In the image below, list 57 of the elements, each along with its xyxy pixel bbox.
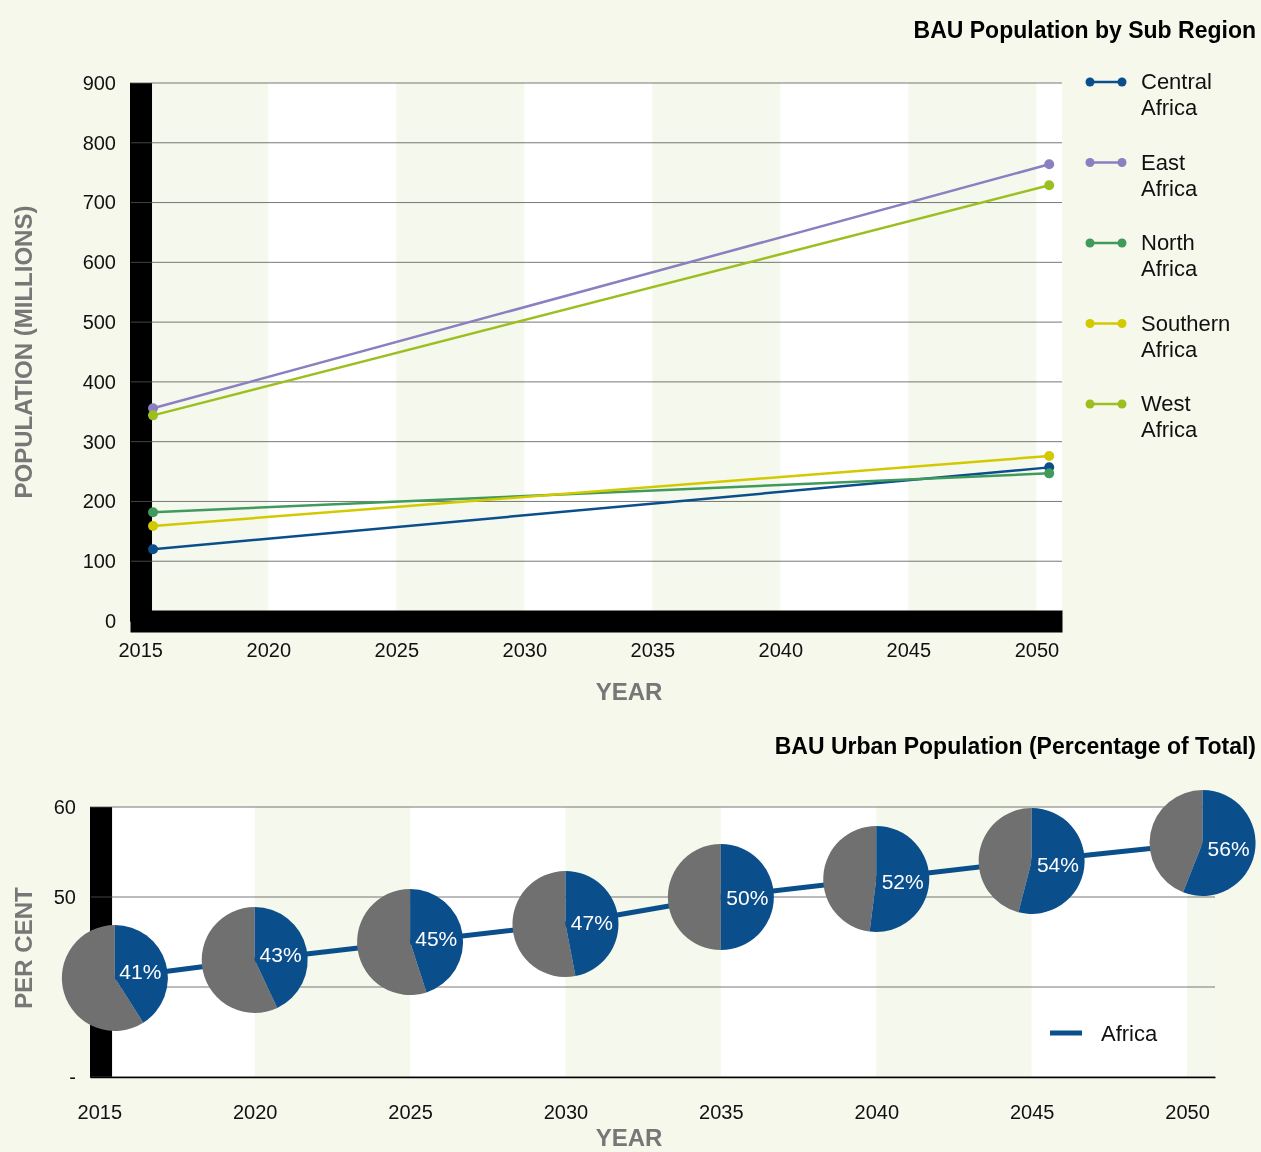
y-tick-label: 900 — [82, 71, 116, 94]
x-tick-label: 2035 — [630, 639, 676, 662]
data-label: 45% — [415, 926, 458, 950]
x-tick-label: 2050 — [1014, 639, 1060, 662]
point — [148, 544, 159, 555]
x-tick-label: 2040 — [758, 639, 804, 662]
x-tick-label: 2015 — [118, 639, 163, 662]
legend-label: Central Africa — [1141, 69, 1212, 120]
point — [148, 410, 159, 421]
point — [148, 507, 159, 518]
legend-label: North Africa — [1141, 230, 1198, 281]
point — [148, 520, 159, 531]
y-axis-title: POPULATION (MILLIONS) — [10, 205, 37, 499]
x-tick-label: 2045 — [1009, 1101, 1055, 1124]
y-tick-label: 0 — [104, 609, 116, 632]
point — [1044, 180, 1055, 191]
x-tick-label: 2045 — [886, 639, 932, 662]
y-tick-label: 200 — [82, 490, 116, 513]
x-tick-label: 2050 — [1165, 1101, 1210, 1124]
data-label: 52% — [881, 869, 924, 893]
y-tick-label: 800 — [82, 131, 116, 154]
y-axis-title: PER CENT — [10, 886, 37, 1009]
data-label: 50% — [726, 886, 769, 909]
point — [1044, 451, 1055, 462]
x-tick-label: 2035 — [699, 1101, 744, 1124]
data-label: 47% — [570, 910, 613, 934]
y-tick-label: 500 — [82, 311, 116, 334]
data-label: 56% — [1207, 836, 1250, 860]
data-label: 54% — [1036, 853, 1079, 877]
point — [1044, 159, 1055, 170]
y-tick-label: 400 — [82, 370, 116, 393]
x-tick-label: 2025 — [388, 1101, 433, 1124]
x-tick-label: 2015 — [77, 1101, 123, 1124]
chart-title: BAU Urban Population (Percentage of Total) — [774, 733, 1256, 759]
chart-title: BAU Population by Sub Region — [913, 17, 1256, 43]
legend-label: East Africa — [1141, 149, 1198, 201]
y-tick-label: 600 — [82, 251, 116, 274]
x-axis-title: YEAR — [595, 678, 663, 705]
x-tick-label: 2020 — [246, 639, 292, 662]
x-tick-label: 2030 — [543, 1101, 589, 1124]
x-tick-label: 2030 — [502, 639, 548, 662]
y-tick-label: 100 — [82, 550, 116, 573]
legend-label: Africa — [1101, 1021, 1158, 1046]
x-tick-label: 2025 — [374, 639, 420, 662]
x-tick-label: 2020 — [232, 1101, 278, 1124]
y-tick-label: 50 — [53, 885, 76, 908]
legend-label: West Africa — [1141, 391, 1198, 442]
x-tick-label: 2040 — [854, 1101, 900, 1124]
x-axis-title: YEAR — [595, 1124, 663, 1151]
y-tick-label: 700 — [82, 191, 116, 214]
y-tick-label: 60 — [53, 795, 76, 818]
data-label: 43% — [259, 943, 302, 967]
data-label: 41% — [119, 959, 162, 983]
legend-label: Southern Africa — [1141, 310, 1231, 362]
y-tick-label: - — [69, 1065, 76, 1088]
point — [1044, 468, 1055, 479]
y-tick-label: 300 — [82, 430, 116, 453]
